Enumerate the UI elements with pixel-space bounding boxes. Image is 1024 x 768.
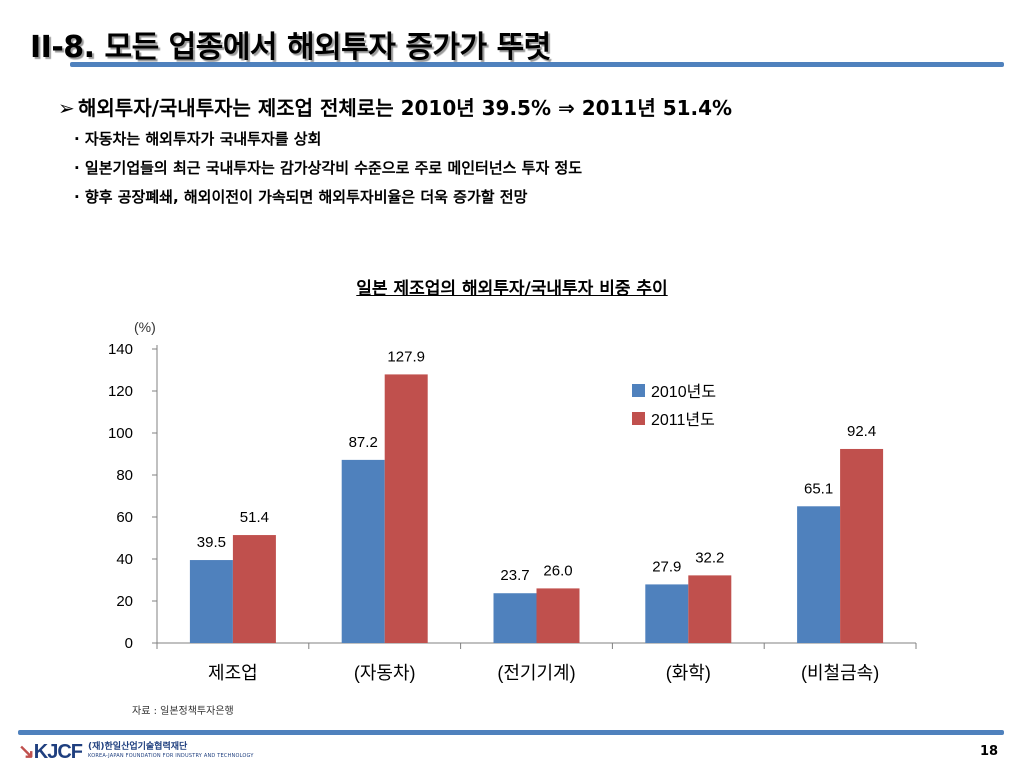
- data-label: 23.7: [500, 567, 529, 584]
- bar-2011: [232, 535, 276, 643]
- bar-2011: [840, 448, 884, 643]
- bar-2011: [536, 588, 580, 643]
- y-tick-label: 0: [125, 635, 133, 652]
- y-tick-label: 140: [108, 341, 133, 358]
- kjcf-logo: ↘KJCF (재)한일산업기술협력재단 KOREA-JAPAN FOUNDATI…: [18, 738, 254, 764]
- legend-label: 2010년도: [651, 383, 716, 401]
- x-category-label: (전기기계): [497, 663, 575, 683]
- slide-title: II-8. 모든 업종에서 해외투자 증가가 뚜렷: [30, 30, 551, 65]
- data-label: 26.0: [543, 562, 572, 579]
- bar-2010: [493, 593, 537, 643]
- y-unit-label: (%): [134, 319, 156, 335]
- x-category-label: (자동차): [354, 663, 416, 683]
- logo-name-en: KOREA-JAPAN FOUNDATION FOR INDUSTRY AND …: [88, 753, 254, 759]
- main-bullet: ➢ 해외투자/국내투자는 제조업 전체로는 2010년 39.5% ⇒ 2011년…: [58, 92, 732, 121]
- source-note: 자료 : 일본정책투자은행: [132, 706, 234, 717]
- chart-title: 일본 제조업의 해외투자/국내투자 비중 추이: [356, 279, 668, 299]
- sub-bullet-1: · 자동차는 해외투자가 국내투자를 상회: [74, 130, 322, 148]
- logo-name-kr: (재)한일산업기술협력재단: [88, 742, 188, 752]
- y-tick-label: 20: [116, 593, 133, 610]
- sub-bullet-3: · 향후 공장폐쇄, 해외이전이 가속되면 해외투자비율은 더욱 증가할 전망: [74, 188, 528, 206]
- data-label: 51.4: [240, 509, 269, 526]
- data-label: 39.5: [197, 534, 226, 551]
- data-label: 127.9: [387, 348, 425, 365]
- y-tick-label: 40: [116, 551, 133, 568]
- y-tick-label: 80: [116, 467, 133, 484]
- arrow-bullet-icon: ➢: [58, 96, 75, 120]
- x-category-label: (화학): [666, 663, 711, 683]
- logo-mark: ↘KJCF: [18, 740, 83, 763]
- data-label: 92.4: [847, 423, 876, 440]
- y-tick-label: 100: [108, 425, 133, 442]
- bar-2010: [645, 584, 689, 643]
- title-divider: [70, 62, 1004, 67]
- data-label: 87.2: [349, 434, 378, 451]
- legend-swatch-2011: [632, 412, 645, 425]
- data-label: 27.9: [652, 558, 681, 575]
- sub-bullet-2: · 일본기업들의 최근 국내투자는 감가상각비 수준으로 주로 메인터넌스 투자…: [74, 159, 583, 177]
- x-category-label: (비철금속): [801, 663, 879, 683]
- data-label: 32.2: [695, 549, 724, 566]
- bar-2010: [797, 506, 841, 643]
- bar-2010: [341, 459, 385, 643]
- x-category-label: 제조업: [208, 663, 258, 683]
- legend-label: 2011년도: [651, 411, 715, 429]
- bar-2010: [189, 560, 233, 643]
- y-tick-label: 120: [108, 383, 133, 400]
- footer-divider: [18, 730, 1004, 735]
- data-label: 65.1: [804, 480, 833, 497]
- bar-2011: [688, 575, 732, 643]
- bar-2011: [384, 374, 428, 643]
- legend-swatch-2010: [632, 384, 645, 397]
- y-tick-label: 60: [116, 509, 133, 526]
- main-bullet-text: 해외투자/국내투자는 제조업 전체로는 2010년 39.5% ⇒ 2011년 …: [78, 96, 733, 120]
- page-number: 18: [980, 744, 999, 759]
